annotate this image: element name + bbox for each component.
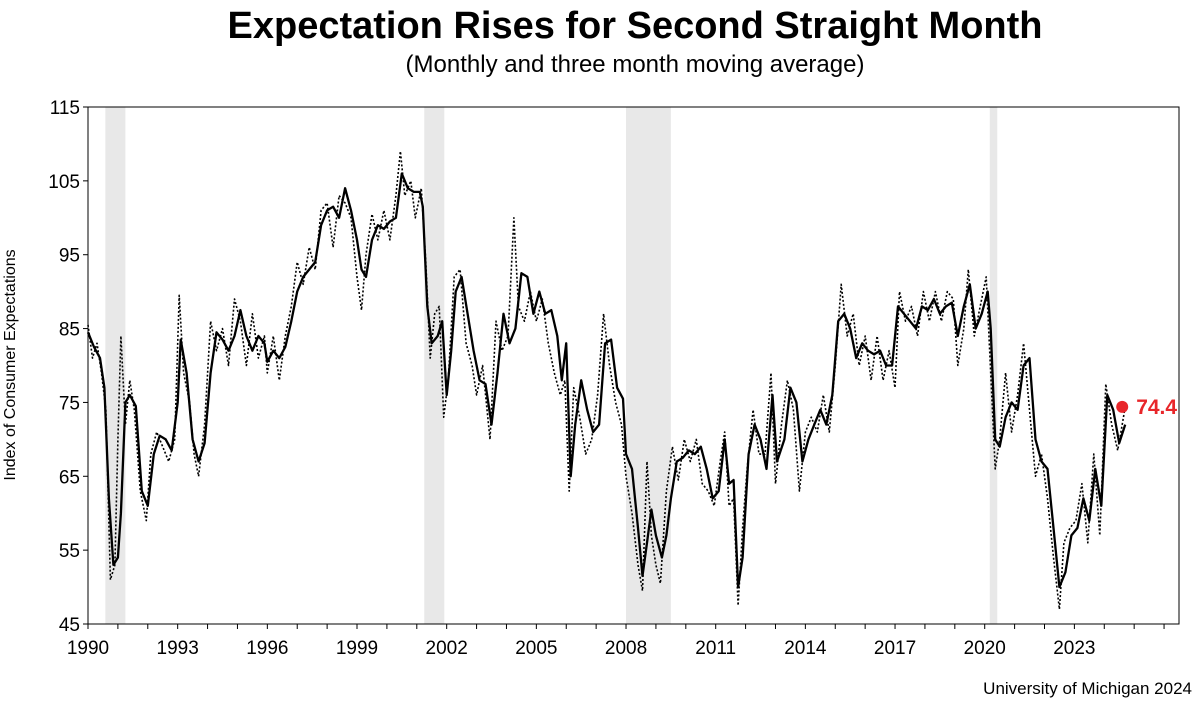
source-note: University of Michigan 2024 — [983, 679, 1192, 698]
axis-ticks: 45 55 65 75 85 95 105 115 1990 1993 1996 1999 2002 20… — [48, 98, 1165, 659]
callout-label: 74.4 — [1136, 396, 1177, 419]
recession-band-1 — [424, 107, 445, 624]
x-tick-label: 1999 — [336, 638, 378, 659]
x-tick-label: 2011 — [695, 638, 736, 659]
y-tick-label: 95 — [59, 246, 80, 267]
recession-bands — [105, 107, 998, 624]
callout-point — [1116, 400, 1129, 413]
x-tick-label: 1990 — [67, 638, 109, 659]
x-tick-label: 2023 — [1053, 638, 1095, 659]
x-tick-label: 2020 — [964, 638, 1006, 659]
x-tick-label: 2017 — [874, 638, 916, 659]
y-axis-label: Index of Consumer Expectations — [2, 249, 19, 480]
x-tick-label: 2005 — [515, 638, 557, 659]
x-tick-label: 1996 — [246, 638, 288, 659]
series-lines — [86, 150, 1127, 610]
y-tick-label: 45 — [59, 615, 80, 636]
y-tick-label: 115 — [50, 98, 80, 119]
x-tick-label: 2008 — [605, 638, 647, 659]
x-tick-label: 2014 — [784, 638, 827, 659]
series-monthly-line — [87, 150, 1126, 610]
y-tick-label: 85 — [59, 320, 80, 341]
y-tick-label: 55 — [59, 541, 80, 562]
chart-title: Expectation Rises for Second Straight Mo… — [228, 5, 1043, 47]
x-tick-label: 1993 — [157, 638, 199, 659]
chart-subtitle: (Monthly and three month moving average) — [406, 51, 865, 78]
x-tick-label: 2002 — [426, 638, 468, 659]
y-tick-label: 105 — [48, 172, 80, 193]
y-tick-label: 75 — [59, 393, 80, 414]
y-tick-label: 65 — [59, 467, 80, 488]
recession-band-3 — [989, 107, 998, 624]
callout: 74.4 — [1116, 396, 1177, 419]
plot-area-border — [87, 106, 1180, 625]
series-moving-average-line — [86, 172, 1127, 589]
recession-band-0 — [105, 107, 126, 624]
